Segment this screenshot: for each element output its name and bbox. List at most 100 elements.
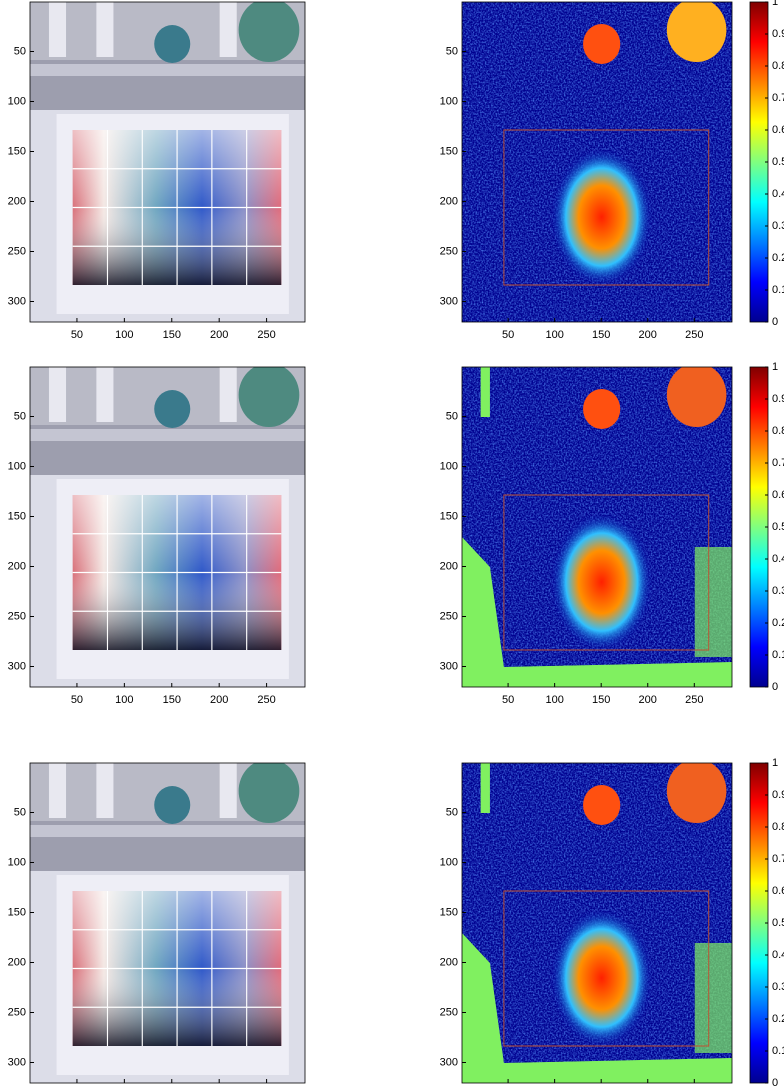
colorbar-tick-label: 0.6 (772, 124, 784, 136)
colorbar-tick-label: 0.5 (772, 156, 784, 168)
colorbar-tick-label: 0 (772, 681, 778, 693)
ball (238, 2, 300, 62)
y-tick-label: 300 (440, 295, 458, 307)
colorbar-tick-label: 1 (772, 361, 778, 373)
colorbar-tick-label: 0.2 (772, 252, 784, 264)
heat-blob (550, 512, 653, 652)
x-tick-label: 250 (685, 329, 703, 341)
colorbar-tick-label: 0 (772, 316, 778, 328)
y-tick-label: 300 (8, 295, 26, 307)
colorbar-tick-label: 0.9 (772, 393, 784, 405)
heat-blob (550, 908, 653, 1048)
x-tick-label: 250 (257, 329, 275, 341)
colorbar-tick-label: 1 (772, 757, 778, 769)
x-tick-label: 200 (210, 694, 228, 706)
colorbar-tick-label: 0.7 (772, 457, 784, 469)
shelf-top (30, 429, 305, 441)
heat-ball (666, 367, 727, 427)
colorbar-tick-label: 0.6 (772, 489, 784, 501)
ball (238, 367, 300, 427)
heat-blob (550, 147, 653, 287)
ball (154, 786, 191, 824)
y-tick-label: 100 (440, 460, 458, 472)
window-frame (48, 367, 67, 422)
y-tick-label: 300 (8, 660, 26, 672)
shelf-top (30, 825, 305, 837)
y-tick-label: 200 (440, 560, 458, 572)
colorbar-tick-label: 0.3 (772, 981, 784, 993)
colorbar-tick-label: 0.4 (772, 188, 784, 200)
y-tick-label: 100 (440, 856, 458, 868)
x-tick-label: 100 (545, 329, 563, 341)
y-tick-label: 150 (8, 145, 26, 157)
x-tick-label: 250 (257, 694, 275, 706)
colorbar-tick-label: 0.3 (772, 585, 784, 597)
window-frame (219, 763, 237, 818)
x-tick-label: 200 (210, 329, 228, 341)
heat-ball (583, 389, 621, 429)
colorbar-tick-label: 0.8 (772, 425, 784, 437)
y-tick-label: 300 (8, 1056, 26, 1068)
colorbar-tick-label: 0.5 (772, 917, 784, 929)
window-frame (96, 2, 114, 57)
colorbar-tick-label: 0.7 (772, 92, 784, 104)
window-frame (96, 367, 114, 422)
colorbar-tick-label: 0.7 (772, 853, 784, 865)
y-tick-label: 150 (440, 906, 458, 918)
window-frame (48, 2, 67, 57)
y-tick-label: 250 (8, 1006, 26, 1018)
mask-region (462, 537, 732, 687)
y-tick-label: 250 (8, 245, 26, 257)
colorbar-tick-label: 0.1 (772, 1045, 784, 1057)
y-tick-label: 150 (8, 906, 26, 918)
colorbar-tick-label: 0.9 (772, 28, 784, 40)
y-tick-label: 100 (8, 460, 26, 472)
colorbar-tick-label: 0.5 (772, 521, 784, 533)
x-tick-label: 150 (163, 694, 181, 706)
y-tick-label: 250 (8, 610, 26, 622)
y-tick-label: 150 (8, 510, 26, 522)
x-tick-label: 150 (592, 329, 610, 341)
colorbar-tick-label: 0.4 (772, 949, 784, 961)
window-frame (219, 367, 237, 422)
image-plot (30, 367, 305, 687)
x-tick-label: 50 (502, 694, 514, 706)
y-tick-label: 100 (440, 95, 458, 107)
ball (238, 763, 300, 823)
image-plot (462, 2, 732, 322)
y-tick-label: 250 (440, 610, 458, 622)
image-plot (30, 2, 305, 322)
y-tick-label: 250 (440, 1006, 458, 1018)
y-tick-label: 100 (8, 95, 26, 107)
image-plot (462, 763, 732, 1083)
x-tick-label: 100 (545, 694, 563, 706)
mask-region (694, 547, 732, 657)
x-tick-label: 100 (115, 694, 133, 706)
y-tick-label: 200 (8, 560, 26, 572)
y-tick-label: 200 (440, 956, 458, 968)
x-tick-label: 150 (592, 694, 610, 706)
axes-box (461, 366, 733, 688)
image-plot (30, 763, 305, 1083)
colorbar-tick-label: 1 (772, 0, 778, 8)
axes-box (29, 762, 306, 1084)
mask-region (480, 763, 490, 813)
y-tick-label: 300 (440, 660, 458, 672)
shelf-top (30, 64, 305, 76)
x-tick-label: 50 (502, 329, 514, 341)
image-plot (462, 367, 732, 687)
y-tick-label: 50 (14, 45, 26, 57)
colorbar-tick-label: 0.9 (772, 789, 784, 801)
heat-ball (583, 785, 621, 825)
colorbar-tick-label: 0.2 (772, 1013, 784, 1025)
colorbar-tick-label: 0.2 (772, 617, 784, 629)
heat-ball (666, 763, 727, 823)
y-tick-label: 50 (446, 45, 458, 57)
y-tick-label: 200 (440, 195, 458, 207)
colorbar-tick-label: 0.8 (772, 60, 784, 72)
colorbar-tick-label: 0.6 (772, 885, 784, 897)
x-tick-label: 100 (115, 329, 133, 341)
y-tick-label: 150 (440, 145, 458, 157)
x-tick-label: 50 (71, 694, 83, 706)
